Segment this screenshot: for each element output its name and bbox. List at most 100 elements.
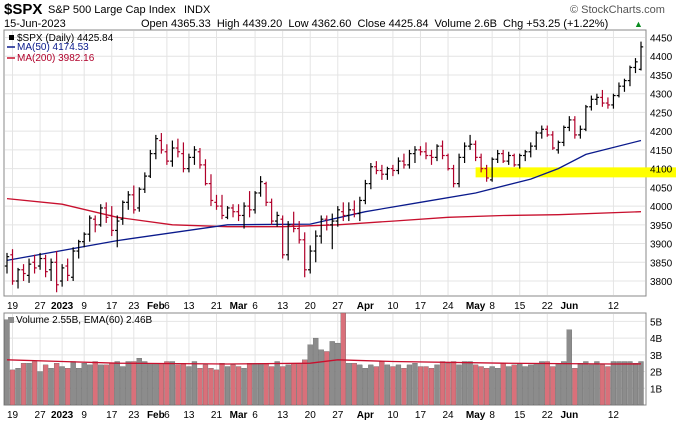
- price-bar: [319, 215, 324, 244]
- date-label-bottom: 6: [252, 410, 258, 421]
- watermark: © StockCharts.com: [570, 4, 665, 16]
- volume-bar: [588, 364, 595, 406]
- legend-ma50: MA(50) 4174.53: [17, 42, 89, 53]
- volume-bar: [307, 344, 313, 406]
- price-bar: [4, 252, 10, 274]
- volume-bar: [566, 329, 572, 406]
- price-bar: [396, 157, 401, 175]
- price-bar: [633, 58, 638, 74]
- volume-tick-label: 5B: [650, 317, 663, 328]
- price-bar: [385, 166, 390, 180]
- volume-bar: [136, 358, 142, 406]
- volume-bar: [357, 364, 363, 406]
- date-axis-bottom: 19 27 2023 9 17 23 Feb 6 13 21 Mar 6 13 20 27 Apr 10 17 24…: [7, 410, 619, 421]
- price-bar: [335, 206, 340, 227]
- price-bar: [93, 215, 98, 233]
- price-bar: [451, 164, 456, 188]
- volume-bar: [42, 364, 49, 406]
- date-axis-top: 19 27 2023 9 17 23 Feb 6 13 21 Mar 6 13 20 27 Apr 10 17 24…: [7, 301, 619, 312]
- price-bar: [495, 149, 500, 163]
- volume-bar: [362, 368, 368, 406]
- volume-bar: [467, 361, 473, 406]
- price-bar: [473, 140, 478, 162]
- price-bar: [148, 149, 153, 178]
- price-bar: [578, 125, 583, 139]
- volume-bar: [230, 364, 236, 406]
- volume-bar: [246, 363, 253, 406]
- volume-bar: [208, 368, 214, 406]
- price-bar: [142, 172, 148, 193]
- date-label-bottom: 12: [608, 410, 620, 421]
- volume-bar: [621, 361, 628, 406]
- date-label-bottom: May: [466, 410, 486, 421]
- volume-bar: [489, 366, 495, 406]
- date-label-top: 15: [514, 301, 526, 312]
- price-bar: [627, 65, 633, 87]
- price-bar: [412, 146, 418, 163]
- volume-bar: [65, 368, 71, 406]
- volume-bar: [9, 369, 16, 406]
- volume-bar: [555, 363, 561, 406]
- price-bar: [401, 153, 407, 169]
- price-bar: [423, 142, 429, 160]
- price-tick-label: 4400: [650, 52, 673, 63]
- price-bar: [622, 78, 627, 92]
- volume-bar: [169, 361, 176, 406]
- volume-bar: [351, 363, 357, 406]
- price-bar: [252, 191, 258, 214]
- price-bar: [434, 144, 440, 162]
- price-bar: [43, 254, 48, 278]
- price-bar: [379, 164, 385, 180]
- price-bar: [48, 258, 54, 282]
- price-tick-label: 4150: [650, 146, 673, 157]
- date-label-bottom: Apr: [357, 410, 374, 421]
- volume-bar: [539, 361, 545, 406]
- volume-bar: [406, 364, 413, 406]
- volume-bar: [390, 366, 396, 406]
- price-bar: [638, 41, 644, 71]
- volume-bar: [120, 366, 126, 406]
- price-tick-label: 4000: [650, 202, 673, 213]
- price-panel: [3, 29, 647, 297]
- volume-bar: [599, 364, 606, 406]
- volume-bar: [31, 361, 38, 406]
- price-bar: [429, 149, 434, 165]
- ma200-path: [6, 197, 642, 228]
- price-tick-label: 4450: [650, 33, 673, 44]
- symbol-title: $SPX: [4, 1, 42, 18]
- price-bar: [37, 252, 43, 270]
- volume-bar: [142, 361, 148, 406]
- volume-bar: [15, 368, 21, 406]
- price-bar: [517, 153, 522, 169]
- volume-bar: [70, 361, 76, 406]
- price-bar: [59, 264, 65, 287]
- volume-bar: [285, 364, 291, 406]
- volume-bar: [544, 361, 550, 406]
- support-highlight-band: [475, 167, 676, 178]
- volume-bar: [335, 342, 341, 406]
- volume-bar: [610, 361, 617, 406]
- price-bar: [478, 153, 484, 173]
- volume-bar: [20, 363, 27, 406]
- price-bar: [467, 134, 473, 150]
- date-label-top: 12: [608, 301, 620, 312]
- price-legend: $SPX (Daily) 4425.84 MA(50) 4174.53 MA(2…: [7, 33, 114, 64]
- volume-bar: [164, 361, 170, 406]
- ma50-line: [6, 139, 642, 262]
- price-bar: [76, 239, 81, 259]
- volume-bar: [340, 312, 346, 406]
- volume-bar: [594, 361, 600, 406]
- volume-bar: [605, 366, 611, 406]
- price-bar: [605, 97, 611, 109]
- volume-bar: [346, 363, 352, 406]
- volume-bar: [478, 366, 484, 406]
- price-bar: [611, 93, 616, 109]
- price-bar: [600, 89, 605, 107]
- price-bar: [126, 191, 131, 210]
- price-bar: [545, 125, 550, 137]
- volume-bar: [191, 361, 198, 406]
- volume-bar: [147, 363, 153, 406]
- price-bar: [567, 116, 572, 132]
- price-bar: [263, 181, 269, 207]
